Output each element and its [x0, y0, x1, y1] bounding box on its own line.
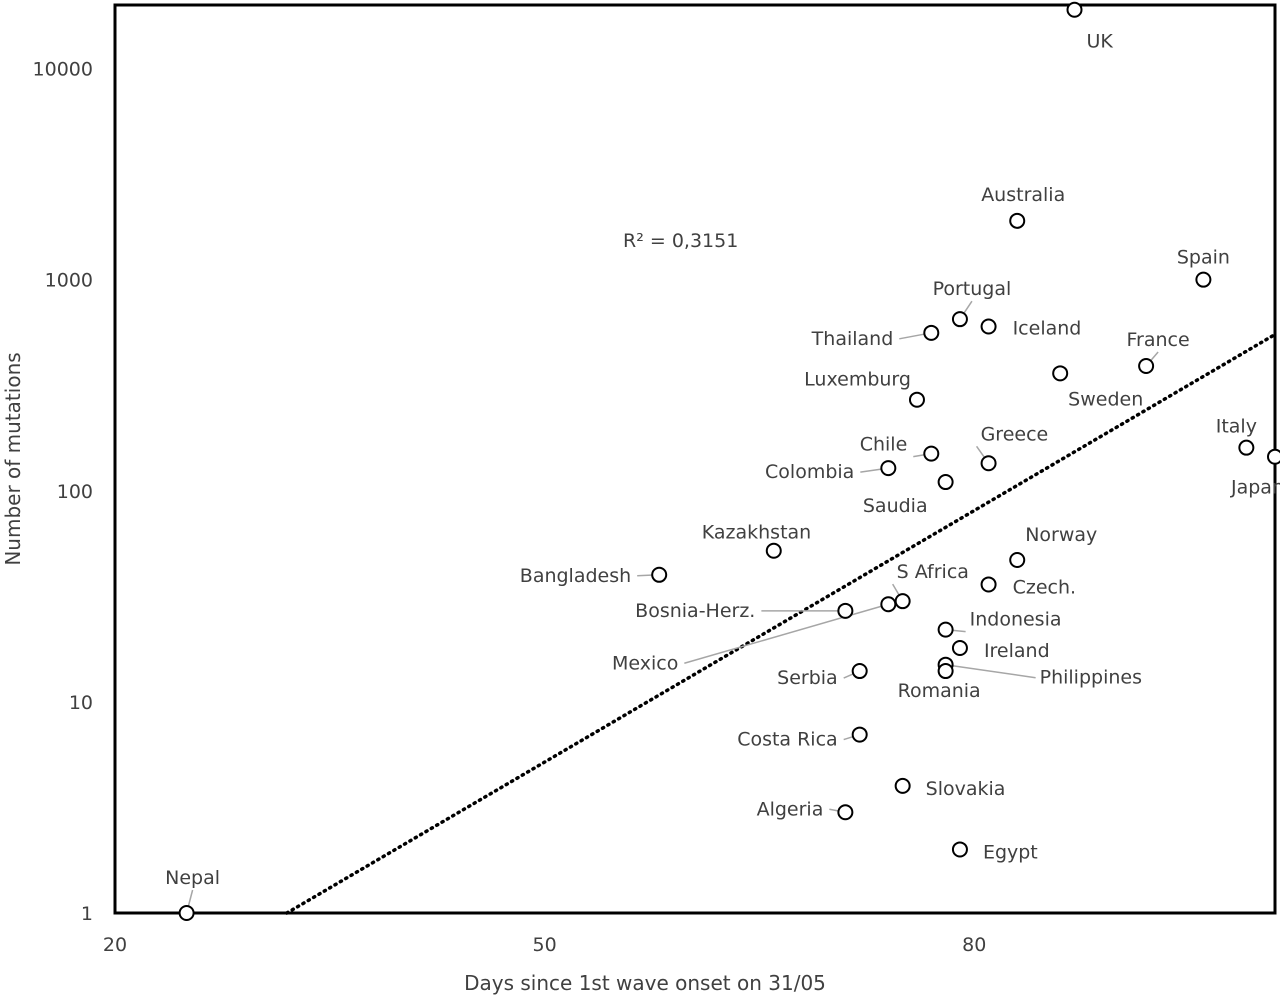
data-label-serbia: Serbia: [777, 667, 838, 689]
leader-line-philippines: [945, 663, 1036, 679]
y-tick-label: 1: [81, 903, 93, 925]
data-point-indonesia: [937, 621, 954, 638]
data-point-ireland: [951, 639, 968, 656]
data-point-slovakia: [894, 777, 911, 794]
data-point-costa-rica: [851, 726, 868, 743]
data-label-bangladesh: Bangladesh: [520, 565, 631, 587]
data-point-portugal: [951, 311, 968, 328]
data-label-greece: Greece: [981, 423, 1049, 445]
data-label-japan: Japan: [1230, 477, 1280, 499]
data-label-portugal: Portugal: [933, 278, 1012, 300]
data-label-indonesia: Indonesia: [970, 609, 1062, 631]
data-label-spain: Spain: [1177, 247, 1230, 269]
data-label-uk: UK: [1087, 31, 1114, 53]
data-label-nepal: Nepal: [165, 867, 220, 889]
x-tick-label: 80: [962, 934, 986, 956]
y-tick-label: 10: [69, 692, 93, 714]
data-label-saudia: Saudia: [863, 495, 928, 517]
data-label-norway: Norway: [1025, 524, 1097, 546]
y-tick-label: 10000: [33, 59, 93, 81]
data-point-thailand: [923, 324, 940, 341]
data-point-saudia: [937, 474, 954, 491]
leader-line-mexico: [684, 603, 889, 664]
data-point-s-africa: [894, 593, 911, 610]
data-point-kazakhstan: [765, 542, 782, 559]
data-point-bosnia-herz: [837, 602, 854, 619]
data-point-serbia: [851, 663, 868, 680]
data-label-algeria: Algeria: [757, 798, 824, 820]
data-point-spain: [1195, 271, 1212, 288]
data-point-france: [1138, 357, 1155, 374]
plot-frame: [113, 3, 1277, 915]
data-point-iceland: [980, 318, 997, 335]
data-point-australia: [1009, 212, 1026, 229]
data-point-mexico: [880, 596, 897, 613]
data-label-luxemburg: Luxemburg: [804, 369, 911, 391]
data-label-mexico: Mexico: [612, 652, 678, 674]
data-point-italy: [1238, 439, 1255, 456]
data-label-sweden: Sweden: [1068, 388, 1143, 410]
data-point-romania: [937, 663, 954, 680]
data-label-costa-rica: Costa Rica: [737, 729, 838, 751]
data-label-thailand: Thailand: [811, 328, 894, 350]
data-label-iceland: Iceland: [1013, 317, 1082, 339]
data-label-italy: Italy: [1216, 416, 1257, 438]
data-point-sweden: [1052, 365, 1069, 382]
data-label-bosnia-herz: Bosnia-Herz.: [635, 600, 755, 622]
data-point-colombia: [880, 460, 897, 477]
data-label-australia: Australia: [981, 184, 1065, 206]
data-point-bangladesh: [651, 566, 668, 583]
data-point-chile: [923, 445, 940, 462]
y-axis-label: Number of mutations: [1, 352, 25, 565]
x-tick-label: 20: [103, 934, 127, 956]
data-point-nepal: [178, 905, 195, 921]
data-label-colombia: Colombia: [765, 461, 854, 483]
data-label-czech: Czech.: [1013, 576, 1076, 598]
data-label-ireland: Ireland: [984, 640, 1050, 662]
data-point-luxemburg: [908, 391, 925, 408]
data-label-philippines: Philippines: [1040, 667, 1142, 689]
y-tick-label: 1000: [45, 270, 93, 292]
x-axis-label: Days since 1st wave onset on 31/05: [464, 971, 826, 995]
r-squared-annotation: R² = 0,3151: [623, 230, 738, 252]
trendline: [285, 332, 1277, 915]
data-point-egypt: [951, 841, 968, 858]
data-label-slovakia: Slovakia: [926, 778, 1006, 800]
data-point-algeria: [837, 804, 854, 821]
data-label-romania: Romania: [898, 680, 981, 702]
data-label-france: France: [1127, 329, 1190, 351]
data-label-egypt: Egypt: [983, 841, 1038, 863]
data-point-czech: [980, 576, 997, 593]
y-tick-label: 100: [57, 481, 93, 503]
x-tick-label: 50: [533, 934, 557, 956]
data-point-uk: [1066, 1, 1083, 18]
data-label-s-africa: S Africa: [897, 561, 969, 583]
data-point-greece: [980, 455, 997, 472]
data-point-japan: [1267, 448, 1280, 465]
data-label-chile: Chile: [860, 434, 908, 456]
data-label-kazakhstan: Kazakhstan: [702, 522, 811, 544]
data-point-norway: [1009, 551, 1026, 568]
